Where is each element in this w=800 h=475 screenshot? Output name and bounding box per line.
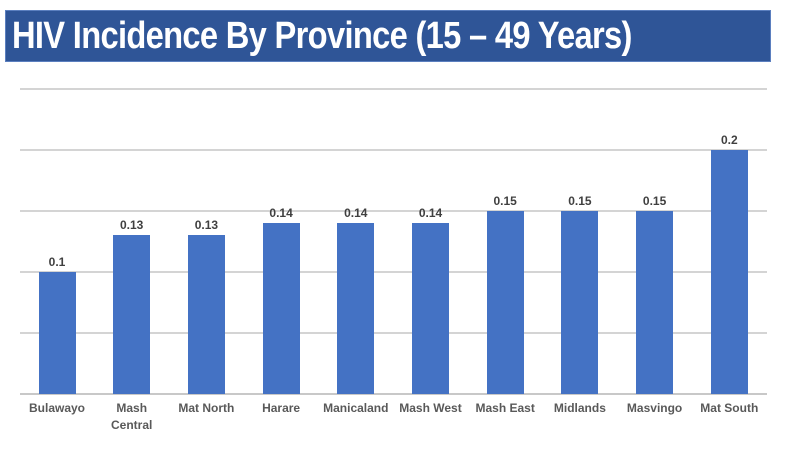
title-banner: HIV Incidence By Province (15 – 49 Years… <box>5 10 771 62</box>
data-label: 0.13 <box>120 218 144 233</box>
bar-bulawayo <box>38 272 76 394</box>
data-label: 0.1 <box>48 255 66 269</box>
data-label: 0.14 <box>344 206 368 221</box>
x-axis-category-label: Masvingo <box>626 401 683 415</box>
data-label: 0.14 <box>418 206 443 221</box>
bar-manicaland <box>337 223 375 394</box>
data-label: 0.14 <box>269 206 293 221</box>
x-axis-category-label: Mash East <box>475 401 535 415</box>
bar-mash-east <box>486 211 524 394</box>
chart-title: HIV Incidence By Province (15 – 49 Years… <box>12 15 632 57</box>
data-label: 0.15 <box>642 194 667 208</box>
x-axis-category-label: Mat North <box>178 401 235 415</box>
data-label: 0.15 <box>493 194 517 208</box>
x-axis-category-label: Harare <box>262 401 301 415</box>
gridline <box>20 271 767 273</box>
bar-masvingo <box>636 211 674 394</box>
gridline <box>20 88 767 90</box>
bar-midlands <box>561 211 599 394</box>
gridline <box>20 149 767 151</box>
x-axis-category-label: Mash West <box>399 401 462 415</box>
x-axis-baseline <box>20 393 767 395</box>
bar-mat-south <box>710 150 748 394</box>
bar-mash-west <box>412 223 449 394</box>
data-label: 0.13 <box>194 218 219 233</box>
x-axis-category-label: Bulawayo <box>28 401 85 415</box>
gridline <box>20 332 767 334</box>
x-axis-category-label: Manicaland <box>323 401 389 415</box>
gridline <box>20 210 767 212</box>
data-label: 0.2 <box>720 133 738 147</box>
bar-mat-north <box>187 235 225 394</box>
x-axis-category-label: Midlands <box>553 401 606 415</box>
x-axis-category-label: Mat South <box>700 401 759 415</box>
data-label: 0.15 <box>568 194 592 208</box>
x-axis-category-label: Mash Central <box>111 401 153 432</box>
bar-harare <box>262 223 300 394</box>
bar-mash-central <box>113 235 151 394</box>
